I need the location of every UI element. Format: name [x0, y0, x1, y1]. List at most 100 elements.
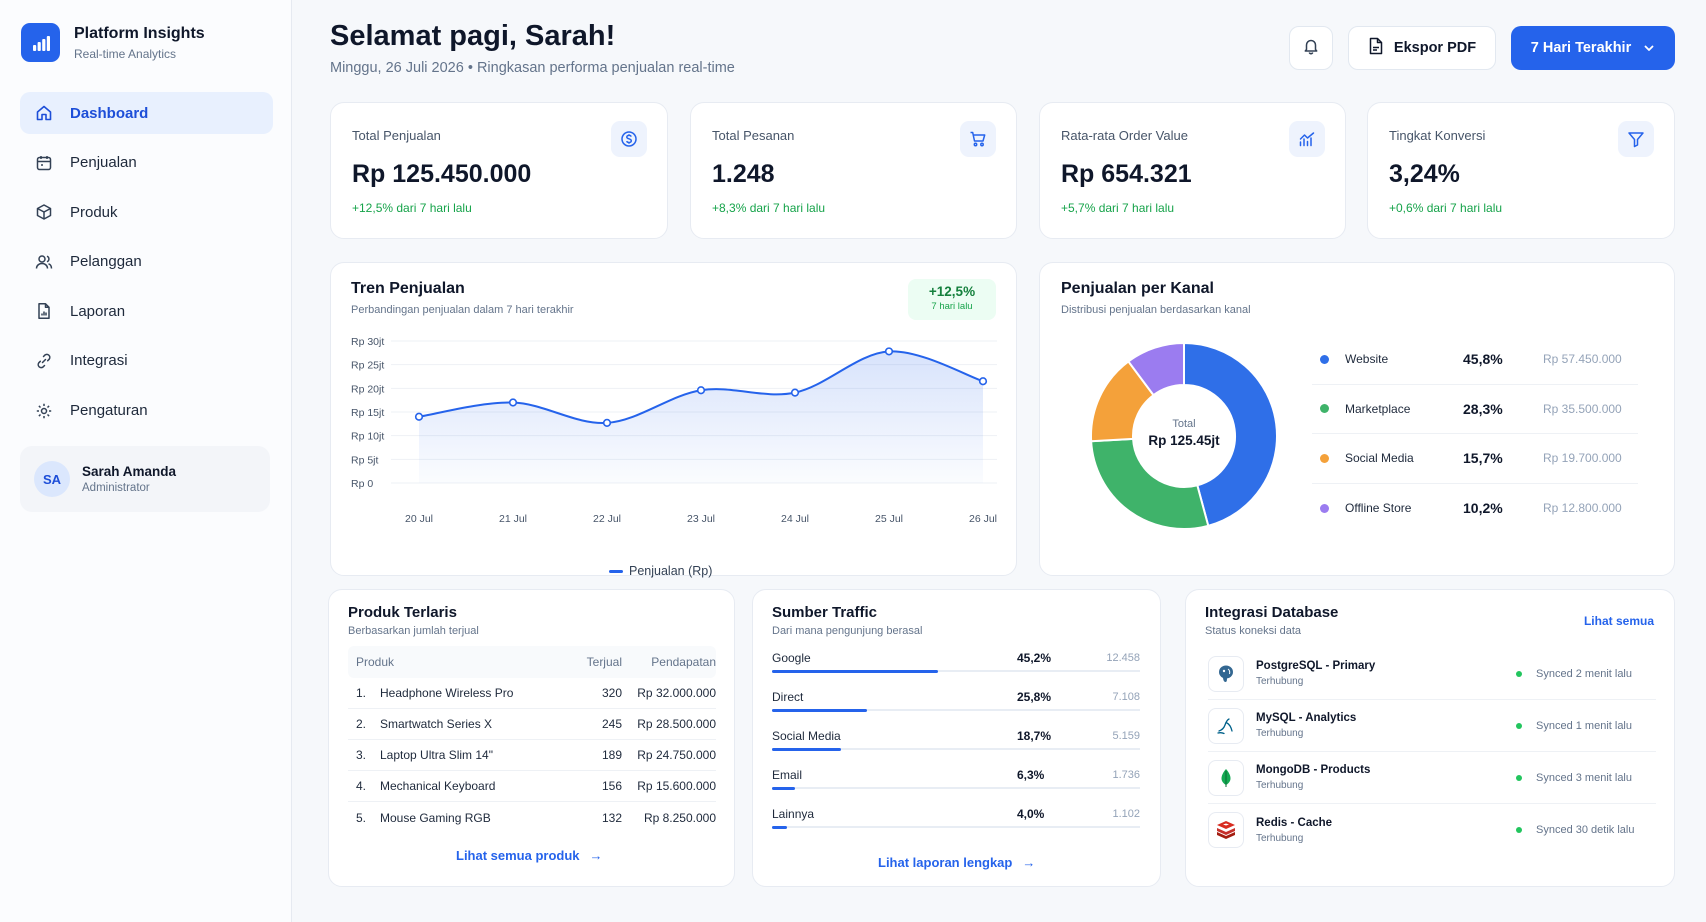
traffic-source: Google: [772, 651, 811, 665]
sidebar-item-dashboard[interactable]: Dashboard: [20, 92, 273, 134]
row-revenue: Rp 15.600.000: [637, 779, 716, 793]
date-range-dropdown[interactable]: 7 Hari Terakhir: [1511, 26, 1675, 70]
channel-legend: Website 45,8% Rp 57.450.000 Marketplace …: [1312, 335, 1638, 533]
notifications-button[interactable]: [1289, 26, 1333, 70]
sidebar-item-label: Penjualan: [70, 154, 137, 172]
export-pdf-button[interactable]: Ekspor PDF: [1348, 26, 1496, 70]
channel-dot: [1320, 503, 1329, 513]
row-product: Headphone Wireless Pro: [380, 686, 514, 700]
sidebar-item-pengaturan[interactable]: Pengaturan: [20, 390, 273, 432]
sidebar-item-produk[interactable]: Produk: [20, 191, 273, 233]
sidebar-item-label: Produk: [70, 203, 118, 221]
channel-row: Offline Store 10,2% Rp 12.800.000: [1312, 484, 1638, 534]
row-revenue: Rp 8.250.000: [643, 810, 716, 825]
column-header-sold: Terjual: [586, 655, 622, 669]
sync-status: Synced 1 menit lalu: [1516, 720, 1632, 732]
kpi-card-konversi: Tingkat Konversi 3,24% +0,6% dari 7 hari…: [1367, 102, 1675, 239]
integration-name: MongoDB - Products: [1256, 764, 1371, 776]
x-tick-label: 26 Jul: [969, 513, 997, 525]
kpi-value: 1.248: [712, 160, 775, 188]
date-range-label: 7 Hari Terakhir: [1530, 40, 1632, 56]
row-rank: 2.: [356, 717, 367, 731]
users-icon: [34, 252, 54, 272]
sidebar-item-label: Pelanggan: [70, 253, 142, 271]
table-row[interactable]: 4. Mechanical Keyboard 156 Rp 15.600.000: [348, 771, 716, 802]
sidebar-item-penjualan[interactable]: Penjualan: [20, 142, 273, 184]
integration-name: Redis - Cache: [1256, 816, 1333, 829]
table-row[interactable]: 1. Headphone Wireless Pro 320 Rp 32.000.0…: [348, 678, 716, 709]
page-subtitle: Minggu, 26 Juli 2026 • Ringkasan perform…: [330, 60, 735, 76]
integration-row[interactable]: Redis - Cache Terhubung Synced 30 detik …: [1208, 804, 1656, 856]
progress-fill: [772, 786, 796, 790]
x-tick-label: 22 Jul: [593, 513, 621, 525]
sidebar-item-integrasi[interactable]: Integrasi: [20, 340, 273, 382]
full-report-link[interactable]: Lihat laporan lengkap →: [878, 855, 1035, 870]
kpi-value: 3,24%: [1389, 160, 1460, 188]
status-dot: [1516, 722, 1522, 729]
sync-label: Synced 1 menit lalu: [1536, 719, 1632, 732]
traffic-source: Direct: [772, 690, 804, 704]
channel-percent: 45,8%: [1463, 351, 1503, 368]
top-products-table: Produk Terjual Pendapatan 1. Headphone Wi…: [348, 646, 716, 833]
series-area: [419, 351, 983, 483]
card-subtitle: Status koneksi data: [1205, 625, 1302, 637]
channel-amount: Rp 12.800.000: [1543, 501, 1622, 516]
traffic-count: 7.108: [1112, 691, 1140, 703]
integration-row[interactable]: MySQL - Analytics Terhubung Synced 1 men…: [1208, 700, 1656, 752]
table-row[interactable]: 2. Smartwatch Series X 245 Rp 28.500.000: [348, 709, 716, 740]
donut-slice: [1090, 437, 1210, 530]
card-subtitle: Perbandingan penjualan dalam 7 hari tera…: [351, 304, 574, 316]
dollar-circle-icon: [611, 121, 647, 157]
integration-row[interactable]: PostgreSQL - Primary Terhubung Synced 2 …: [1208, 648, 1656, 700]
brand[interactable]: Platform Insights Real-time Analytics: [21, 23, 205, 62]
table-row[interactable]: 5. Mouse Gaming RGB 132 Rp 8.250.000: [348, 802, 716, 833]
sidebar-item-laporan[interactable]: Laporan: [20, 290, 273, 332]
table-row[interactable]: 3. Laptop Ultra Slim 14" 189 Rp 24.750.00…: [348, 740, 716, 771]
kpi-label: Total Pesanan: [712, 128, 795, 143]
progress-fill: [772, 747, 841, 751]
traffic-count: 1.102: [1112, 808, 1140, 820]
kpi-card-aov: Rata-rata Order Value Rp 654.321 +5,7% d…: [1039, 102, 1346, 239]
kpi-card-total-pesanan: Total Pesanan 1.248 +8,3% dari 7 hari la…: [690, 102, 1017, 239]
user-profile-card[interactable]: SA Sarah Amanda Administrator: [20, 446, 270, 512]
link-icon: [34, 351, 54, 371]
trend-badge: +12,5% 7 hari lalu: [908, 279, 996, 320]
progress-track: [772, 669, 1140, 673]
card-subtitle: Dari mana pengunjung berasal: [772, 625, 923, 637]
progress-track: [772, 825, 1140, 829]
y-tick-label: Rp 25jt: [351, 360, 384, 372]
integration-name: MySQL - Analytics: [1256, 712, 1357, 724]
traffic-count: 5.159: [1112, 730, 1140, 742]
traffic-percent: 45,2%: [1017, 651, 1052, 665]
database-integration-card: Integrasi Database Status koneksi data L…: [1185, 589, 1675, 887]
traffic-row: Direct 25,8% 7.108: [772, 686, 1140, 725]
integration-row[interactable]: MongoDB - Products Terhubung Synced 3 me…: [1208, 752, 1656, 804]
sidebar-item-pelanggan[interactable]: Pelanggan: [20, 241, 273, 283]
progress-track: [772, 786, 1140, 790]
data-point: [790, 388, 800, 397]
traffic-source: Email: [772, 768, 803, 782]
user-name: Sarah Amanda: [82, 464, 177, 479]
view-all-products-link[interactable]: Lihat semua produk →: [456, 848, 603, 863]
file-chart-icon: [34, 301, 54, 321]
traffic-percent: 18,7%: [1017, 729, 1052, 743]
avatar: SA: [34, 461, 70, 497]
channel-amount: Rp 19.700.000: [1543, 451, 1622, 466]
integration-status: Terhubung: [1256, 676, 1304, 687]
x-tick-label: 20 Jul: [405, 513, 433, 525]
progress-track: [772, 747, 1140, 751]
postgresql-icon: [1208, 655, 1244, 692]
link-label: Lihat laporan lengkap: [878, 855, 1013, 870]
card-subtitle: Berbasarkan jumlah terjual: [348, 625, 479, 637]
integration-status: Terhubung: [1256, 832, 1304, 844]
view-all-integrations-link[interactable]: Lihat semua: [1583, 614, 1654, 628]
x-tick-label: 21 Jul: [499, 513, 527, 525]
channel-name: Social Media: [1345, 451, 1414, 466]
card-title: Penjualan per Kanal: [1061, 280, 1214, 297]
table-header: Produk Terjual Pendapatan: [348, 646, 716, 678]
y-tick-label: Rp 30jt: [351, 336, 384, 348]
traffic-row: Lainnya 4,0% 1.102: [772, 803, 1140, 842]
progress-track: [772, 708, 1140, 712]
brand-title: Platform Insights: [74, 25, 205, 42]
legend-label: Penjualan (Rp): [629, 564, 713, 578]
